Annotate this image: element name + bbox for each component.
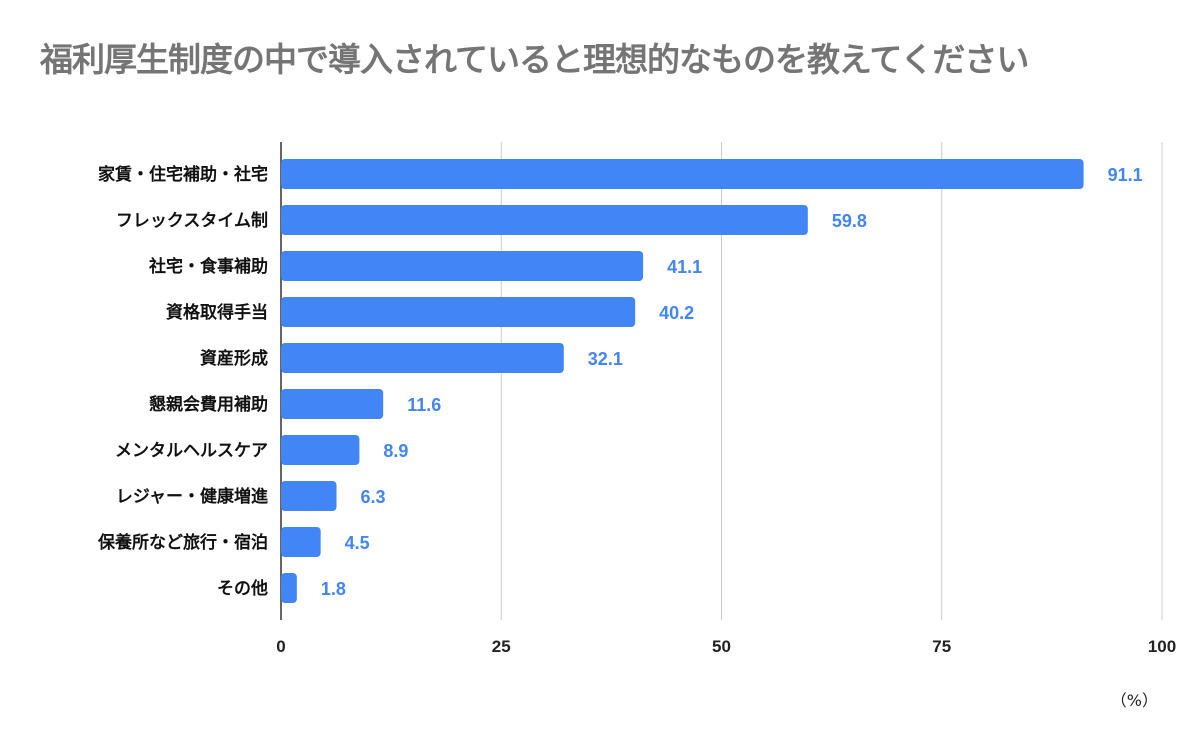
category-label: 保養所など旅行・宿泊 xyxy=(97,532,268,553)
data-label: 32.1 xyxy=(588,349,623,369)
data-label: 1.8 xyxy=(321,579,346,599)
x-tick-label: 25 xyxy=(492,637,511,656)
bar xyxy=(281,343,564,373)
bar xyxy=(281,297,636,327)
category-label: 家賃・住宅補助・社宅 xyxy=(98,164,268,185)
chart-title: 福利厚生制度の中で導入されていると理想的なものを教えてください xyxy=(40,40,1029,79)
data-label: 8.9 xyxy=(383,441,408,461)
category-label: レジャー・健康増進 xyxy=(116,486,268,507)
bar xyxy=(281,573,297,603)
data-label: 41.1 xyxy=(667,257,702,277)
x-tick-label: 75 xyxy=(932,637,951,656)
data-label: 6.3 xyxy=(361,487,386,507)
x-tick-label: 0 xyxy=(276,637,285,656)
bar xyxy=(281,389,384,419)
bar xyxy=(281,481,337,511)
category-label: 社宅・食事補助 xyxy=(148,256,268,277)
category-label: 資産形成 xyxy=(200,348,268,369)
x-tick-label: 100 xyxy=(1148,637,1176,656)
bar xyxy=(281,205,808,235)
category-label: メンタルヘルスケア xyxy=(115,441,268,461)
x-tick-label: 50 xyxy=(712,637,731,656)
data-label: 91.1 xyxy=(1108,165,1143,185)
bar xyxy=(281,435,360,465)
category-label: フレックスタイム制 xyxy=(116,210,268,231)
data-label: 59.8 xyxy=(832,211,867,231)
data-label: 40.2 xyxy=(659,303,694,323)
category-label: 資格取得手当 xyxy=(166,302,268,323)
category-label: 懇親会費用補助 xyxy=(149,394,268,415)
data-label: 11.6 xyxy=(407,395,441,415)
bar xyxy=(281,159,1084,189)
data-label: 4.5 xyxy=(345,533,370,553)
unit-label: （%） xyxy=(1111,691,1158,710)
category-label: その他 xyxy=(217,578,268,599)
bar xyxy=(281,251,644,281)
bar xyxy=(281,527,321,557)
